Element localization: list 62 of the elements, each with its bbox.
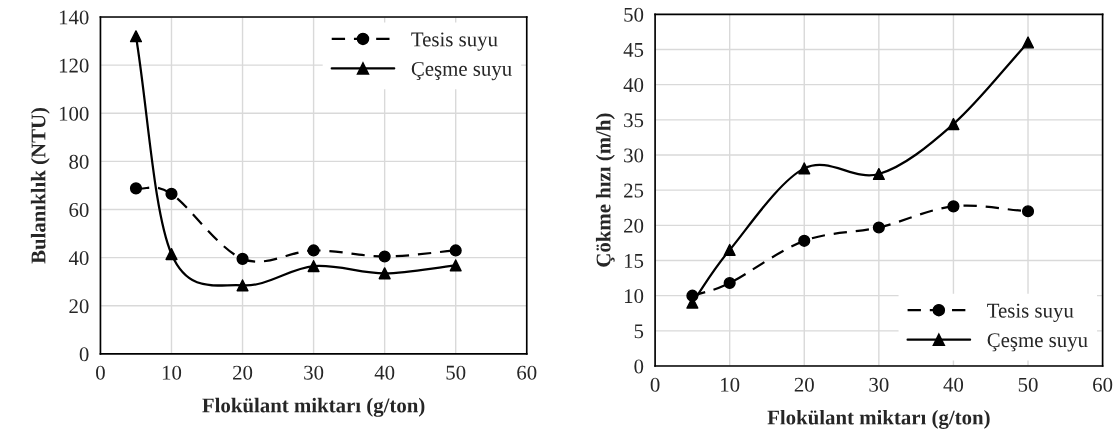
y-tick-label: 50 bbox=[624, 7, 644, 22]
point bbox=[1021, 36, 1035, 49]
point bbox=[947, 117, 960, 131]
point bbox=[129, 30, 143, 43]
y-tick-label: 0 bbox=[79, 347, 89, 362]
point bbox=[723, 243, 736, 257]
y-tick-label: 140 bbox=[59, 10, 89, 25]
point bbox=[236, 279, 249, 292]
point bbox=[723, 276, 736, 290]
point bbox=[378, 250, 391, 263]
y-tick-label: 20 bbox=[624, 218, 644, 233]
y-tick-label: 20 bbox=[69, 299, 89, 314]
x-tick-label: 0 bbox=[650, 377, 660, 392]
point bbox=[449, 259, 462, 272]
x-tick-label: 0 bbox=[96, 365, 105, 380]
y-tick-label: 5 bbox=[634, 324, 644, 339]
y-tick-label: 120 bbox=[59, 58, 89, 73]
y-tick-label: 40 bbox=[68, 251, 89, 266]
point bbox=[449, 244, 462, 257]
point bbox=[236, 252, 249, 265]
legend-label: Tesis suyu bbox=[987, 303, 1074, 322]
y-tick-label: 30 bbox=[624, 148, 644, 163]
point bbox=[378, 267, 391, 280]
point bbox=[798, 162, 811, 175]
y-tick-label: 35 bbox=[624, 113, 644, 128]
legend-label: Çeşme suyu bbox=[411, 61, 512, 81]
point bbox=[165, 187, 178, 200]
x-tick-label: 60 bbox=[1093, 377, 1113, 392]
y-tick-label: 100 bbox=[59, 106, 89, 121]
point bbox=[947, 200, 960, 213]
x-tick-label: 10 bbox=[162, 365, 182, 380]
y-tick-label: 45 bbox=[623, 43, 644, 57]
point bbox=[307, 244, 320, 257]
point bbox=[872, 167, 885, 181]
x-tick-label: 40 bbox=[943, 377, 964, 392]
x-tick-label: 10 bbox=[721, 377, 740, 392]
x-tick-label: 20 bbox=[794, 377, 814, 392]
y-tick-label: 15 bbox=[624, 253, 644, 268]
y-tick-label: 25 bbox=[624, 183, 644, 198]
point bbox=[798, 234, 811, 247]
x-tick-label: 30 bbox=[869, 377, 889, 392]
point bbox=[129, 182, 143, 195]
x-tick-label: 20 bbox=[233, 365, 253, 380]
y-axis-title: Bulanıklık (NTU) bbox=[30, 107, 50, 264]
x-axis-title: Flokülant miktarı (g/ton) bbox=[767, 409, 990, 429]
legend-label: Çeşme suyu bbox=[987, 333, 1088, 352]
x-tick-label: 50 bbox=[446, 365, 466, 380]
x-tick-label: 40 bbox=[374, 365, 395, 380]
x-axis-title: Flokülant miktarı (g/ton) bbox=[202, 397, 425, 417]
point bbox=[165, 247, 178, 261]
y-tick-label: 10 bbox=[624, 289, 644, 304]
x-tick-label: 60 bbox=[517, 365, 537, 380]
point bbox=[307, 260, 320, 273]
legend-label: Tesis suyu bbox=[411, 32, 498, 51]
x-tick-label: 50 bbox=[1018, 377, 1038, 392]
point bbox=[872, 221, 885, 234]
point bbox=[1021, 205, 1035, 218]
y-tick-label: 60 bbox=[69, 202, 89, 217]
x-tick-label: 30 bbox=[304, 365, 324, 380]
y-axis-title: Çökme hızı (m/h) bbox=[595, 113, 615, 267]
y-tick-label: 40 bbox=[623, 78, 644, 93]
y-tick-label: 80 bbox=[69, 154, 89, 169]
